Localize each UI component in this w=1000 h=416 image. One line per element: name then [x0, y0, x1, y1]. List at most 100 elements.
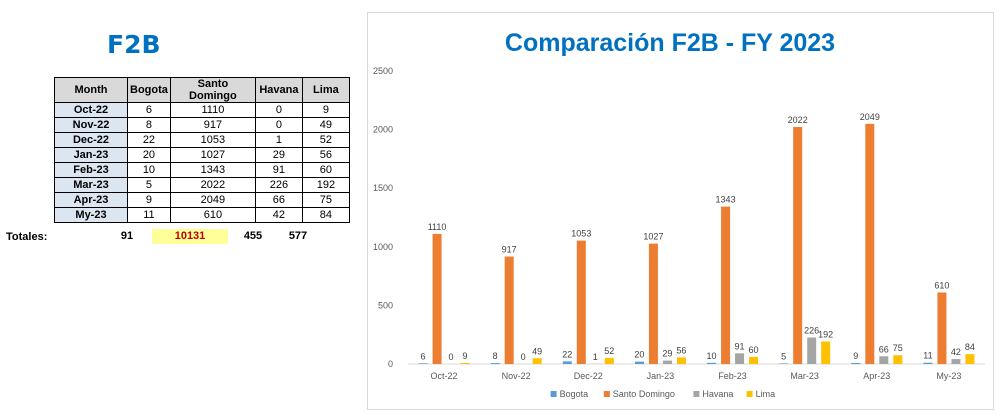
- data-label: 56: [676, 345, 686, 355]
- bar-bogota: [490, 363, 500, 364]
- bar-bogota: [634, 361, 644, 364]
- data-label: 226: [804, 326, 819, 336]
- x-tick-label: Mar-23: [790, 371, 819, 381]
- table-cell: 192: [301, 177, 350, 193]
- column-header-santo-domingo: Santo Domingo: [169, 77, 256, 103]
- bar-lima: [821, 341, 831, 364]
- bar-havana: [879, 356, 889, 364]
- total-santo-domingo: 10131: [152, 229, 228, 244]
- total-bogota: 91: [120, 230, 134, 242]
- x-tick-label: Dec-22: [574, 371, 603, 381]
- legend-label: Havana: [702, 389, 733, 399]
- bar-bogota: [851, 362, 861, 364]
- month-cell: Nov-22: [54, 117, 128, 133]
- bar-bogota: [418, 363, 428, 364]
- table-row: Jan-23 20 1027 29 56: [54, 147, 350, 163]
- data-label: 6: [421, 351, 426, 361]
- data-label: 1: [593, 352, 598, 362]
- table-cell: 1343: [169, 162, 256, 178]
- data-label: 66: [879, 344, 889, 354]
- data-label: 52: [604, 346, 614, 356]
- data-label: 9: [463, 351, 468, 361]
- data-label: 0: [521, 352, 526, 362]
- column-header-month: Month: [54, 77, 128, 103]
- bar-santo-domingo: [648, 243, 658, 364]
- bar-santo-domingo: [576, 240, 586, 364]
- total-havana: 455: [243, 230, 263, 242]
- data-label: 1343: [716, 195, 736, 205]
- data-label: 610: [934, 281, 949, 291]
- x-tick-label: My-23: [936, 371, 961, 381]
- legend-label: Santo Domingo: [613, 389, 675, 399]
- table-cell: 29: [254, 147, 303, 163]
- data-label: 75: [893, 343, 903, 353]
- bar-lima: [893, 355, 903, 364]
- column-header-bogota: Bogota: [127, 77, 171, 103]
- table-row: My-23 11 610 42 84: [54, 207, 350, 223]
- bar-santo-domingo: [793, 127, 803, 364]
- table-cell: 20: [127, 147, 171, 163]
- table-row: Feb-23 10 1343 91 60: [54, 162, 350, 178]
- data-label: 192: [818, 329, 833, 339]
- data-label: 1053: [571, 229, 591, 239]
- data-label: 22: [562, 349, 572, 359]
- table-cell: 2049: [169, 192, 256, 208]
- bar-havana: [807, 337, 817, 364]
- x-tick-label: Apr-23: [863, 371, 890, 381]
- table-cell: 1027: [169, 147, 256, 163]
- table-cell: 84: [301, 207, 350, 223]
- bar-havana: [662, 360, 672, 364]
- table-cell: 6: [127, 102, 171, 118]
- data-label: 1110: [428, 222, 447, 232]
- y-tick-label: 2500: [373, 66, 393, 76]
- y-tick-label: 1500: [373, 183, 393, 193]
- table-cell: 0: [254, 117, 303, 133]
- data-label: 84: [965, 342, 975, 352]
- data-label: 91: [735, 341, 745, 351]
- totals-label: Totales:: [6, 231, 48, 243]
- legend-label: Lima: [756, 389, 776, 399]
- month-cell: Oct-22: [54, 102, 128, 118]
- table-cell: 9: [301, 102, 350, 118]
- column-header-havana: Havana: [254, 77, 303, 103]
- bar-santo-domingo: [504, 256, 514, 364]
- table-row: Mar-23 5 2022 226 192: [54, 177, 350, 193]
- month-cell: Feb-23: [54, 162, 128, 178]
- table-cell: 91: [254, 162, 303, 178]
- data-label: 20: [634, 350, 644, 360]
- bar-lima: [676, 357, 686, 364]
- data-label: 8: [493, 351, 498, 361]
- bar-santo-domingo: [432, 233, 442, 364]
- table-row: Nov-22 8 917 0 49: [54, 117, 350, 133]
- table-row: Oct-22 6 1110 0 9: [54, 102, 350, 118]
- table-cell: 1053: [169, 132, 256, 148]
- table-cell: 226: [254, 177, 303, 193]
- x-tick-label: Feb-23: [718, 371, 747, 381]
- y-tick-label: 2000: [373, 125, 393, 135]
- legend-swatch: [603, 391, 610, 397]
- data-label: 10: [707, 351, 717, 361]
- chart-container: Comparación F2B - FY 2023 0 500 1000 1500 20…: [367, 12, 994, 410]
- table-cell: 60: [301, 162, 350, 178]
- left-title: F2B: [107, 30, 161, 59]
- bar-lima: [749, 356, 759, 364]
- data-label: 49: [532, 346, 542, 356]
- table-cell: 1110: [169, 102, 256, 118]
- month-cell: Apr-23: [54, 192, 128, 208]
- table-cell: 5: [127, 177, 171, 193]
- bar-bogota: [707, 362, 717, 364]
- bar-havana: [735, 353, 745, 364]
- month-cell: Mar-23: [54, 177, 128, 193]
- bar-santo-domingo: [937, 292, 947, 364]
- table-cell: 56: [301, 147, 350, 163]
- table-cell: 8: [127, 117, 171, 133]
- bar-havana: [951, 359, 961, 364]
- table-row: Apr-23 9 2049 66 75: [54, 192, 350, 208]
- data-label: 9: [853, 351, 858, 361]
- table-cell: 42: [254, 207, 303, 223]
- table-cell: 49: [301, 117, 350, 133]
- y-tick-label: 0: [388, 359, 393, 369]
- month-cell: Jan-23: [54, 147, 128, 163]
- total-lima: 577: [288, 230, 308, 242]
- bar-lima: [532, 358, 542, 364]
